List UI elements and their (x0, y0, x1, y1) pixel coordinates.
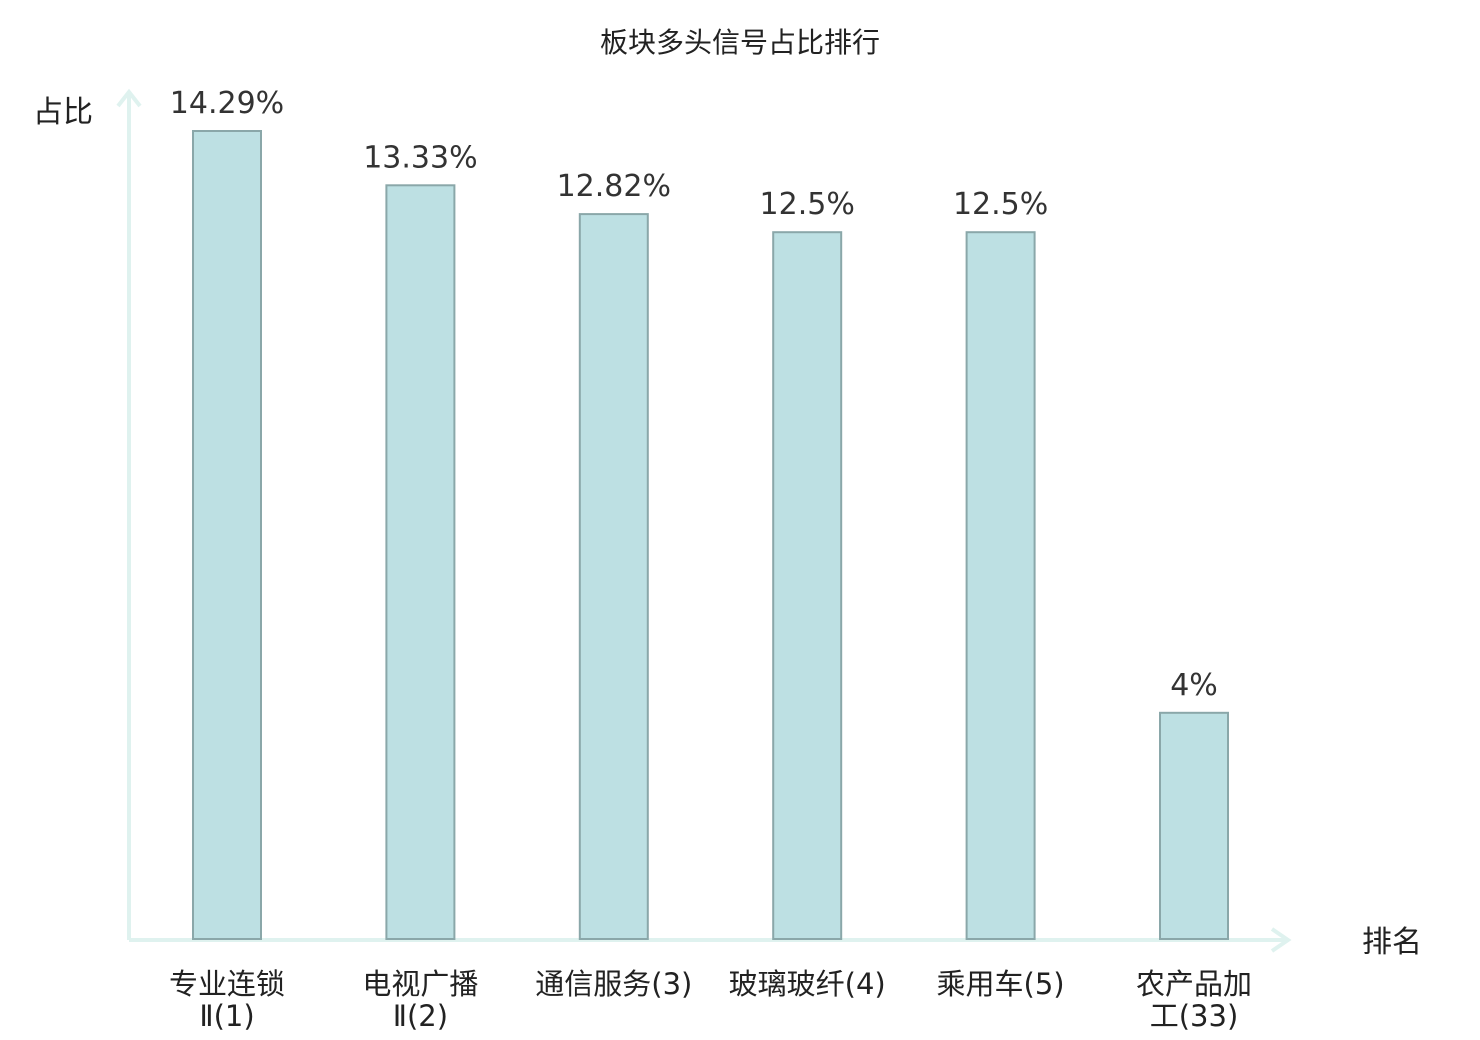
x-tick-label: Ⅱ(1) (199, 999, 254, 1033)
bar (772, 231, 843, 940)
x-axis-arrow (1270, 927, 1292, 953)
data-label: 4% (1170, 668, 1218, 703)
y-axis-arrow (116, 88, 142, 108)
data-label: 13.33% (363, 140, 477, 175)
x-tick-label: 通信服务(3) (535, 967, 692, 1001)
data-label: 12.5% (760, 187, 855, 222)
x-tick-label: 电视广播 (362, 967, 478, 1001)
data-label: 12.82% (557, 169, 671, 204)
bar (578, 213, 649, 941)
x-axis-label: 排名 (1362, 925, 1422, 960)
axes (116, 88, 1292, 953)
bar (192, 130, 262, 940)
x-tick-label: 玻璃玻纤(4) (729, 967, 886, 1001)
x-tick-label: 专业连锁 (169, 967, 285, 1001)
x-tick-label: 农产品加 (1136, 967, 1252, 1001)
data-label: 12.5% (953, 187, 1048, 222)
x-tick-label: Ⅱ(2) (393, 999, 448, 1033)
data-label: 14.29% (170, 86, 284, 121)
y-axis-label: 占比 (33, 95, 93, 130)
bar (1159, 711, 1229, 940)
x-tick-label: 工(33) (1150, 999, 1239, 1033)
value-labels-group: 14.29% 13.33% 12.82% 12.5% 12.5% 4% (170, 86, 1218, 703)
bar (385, 184, 456, 941)
x-tick-label: 乘用车(5) (937, 967, 1065, 1001)
chart-title: 板块多头信号占比排行 (600, 26, 880, 59)
bar (965, 231, 1036, 940)
bars-group (192, 130, 1229, 941)
